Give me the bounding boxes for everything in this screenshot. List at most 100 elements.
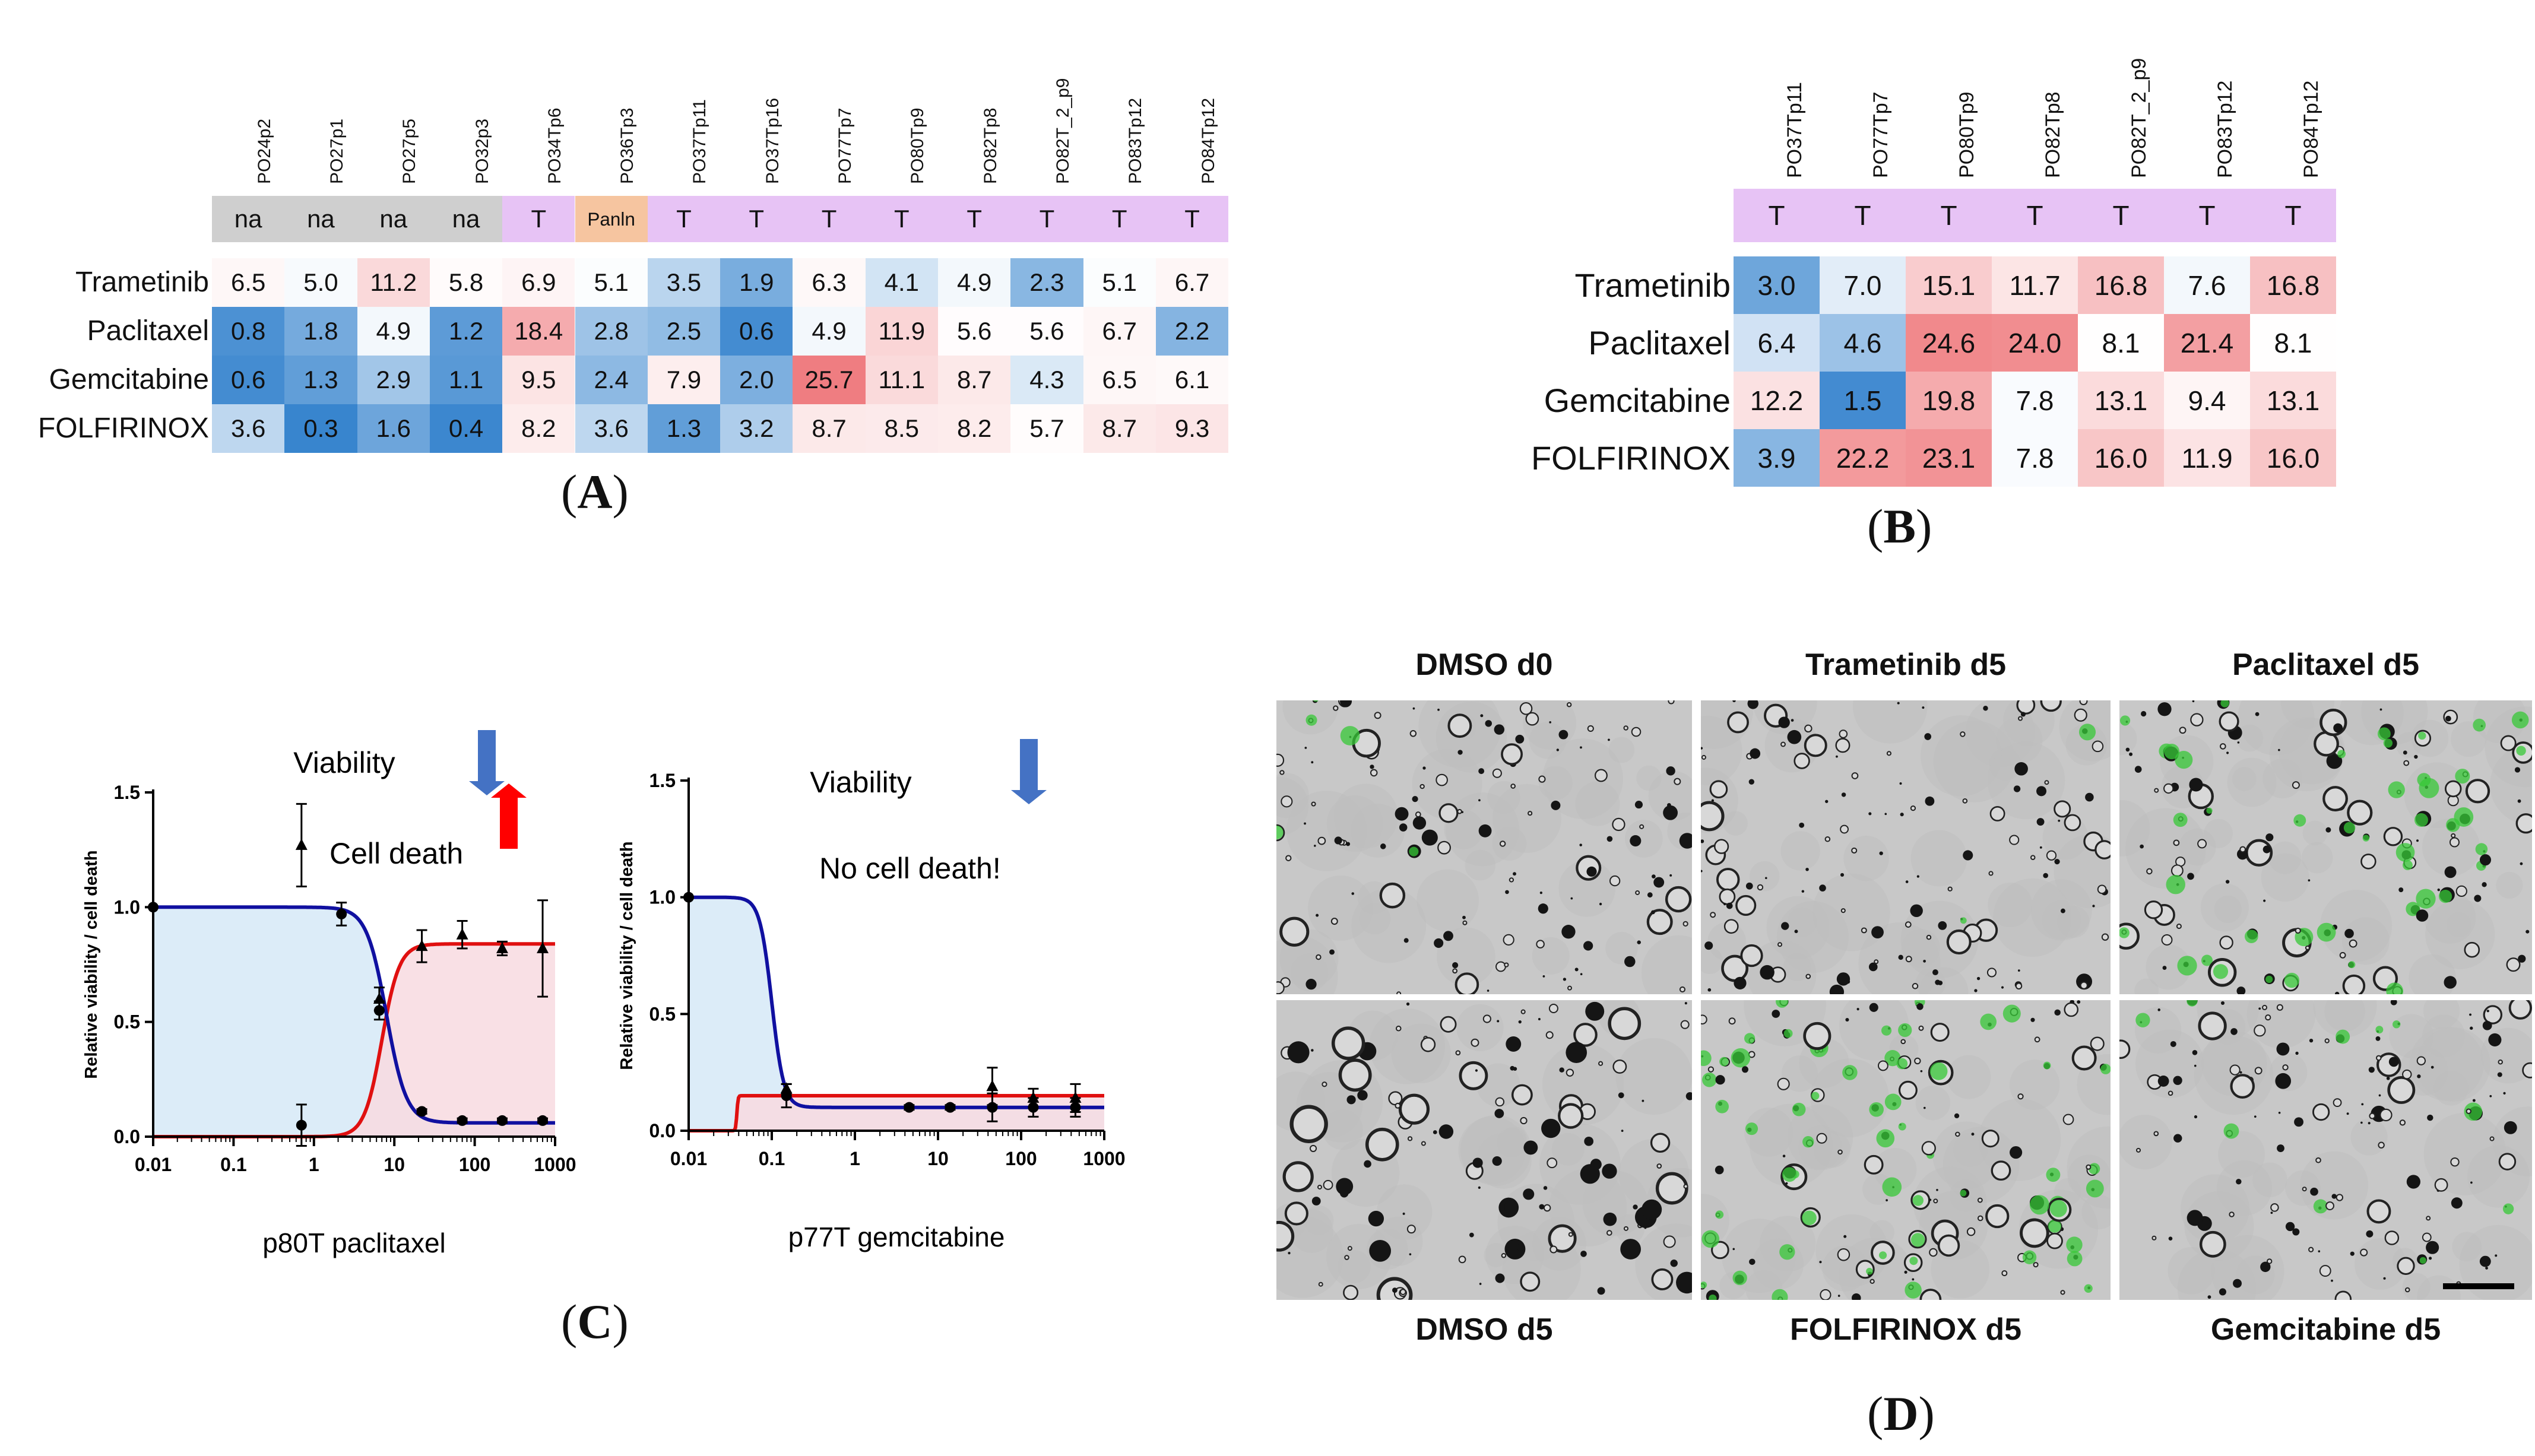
background-texture (1843, 835, 1889, 881)
drug-label: Gemcitabine (1544, 382, 1731, 419)
cell-debris (1782, 1154, 1786, 1157)
cell-debris (2482, 882, 2487, 887)
organoid (1323, 1179, 1333, 1190)
cell-debris (1750, 748, 1761, 759)
organoid (2146, 868, 2153, 875)
organoid (2219, 711, 2239, 732)
viability-point (336, 908, 347, 919)
cell-debris (1475, 1069, 1478, 1072)
organoid (1317, 1184, 1322, 1189)
organoid (1438, 803, 1459, 823)
green-stain-spot (2201, 954, 2213, 966)
organoid (1415, 811, 1421, 818)
organoid (2336, 1194, 2344, 1201)
green-stain-spot (1776, 1000, 1789, 1008)
down-arrow-icon (469, 730, 505, 795)
green-stain-spot (1842, 1065, 1858, 1080)
cell-debris (1781, 922, 1789, 930)
green-stain-spot (1980, 1013, 1997, 1030)
background-texture (1822, 1245, 1868, 1292)
background-texture (2417, 1275, 2461, 1300)
cell-debris (1324, 1130, 1326, 1133)
cell-debris (1443, 931, 1453, 941)
cell-debris (1364, 1160, 1371, 1168)
heatmap-cell: 8.7 (938, 356, 1011, 404)
background-texture (1781, 1055, 1818, 1092)
background-texture (2459, 1225, 2532, 1300)
cell-debris (1558, 729, 1568, 740)
organoid (1631, 727, 1642, 737)
heatmap-cell: 13.1 (2078, 372, 2164, 429)
organoid (2302, 1187, 2307, 1192)
organoid (1898, 1080, 1918, 1100)
heatmap-cell: 0.8 (212, 307, 285, 356)
organoid (2366, 1199, 2391, 1224)
green-stain-spot (1898, 1023, 1912, 1038)
cell-debris (1905, 880, 1909, 883)
cell-debris (1732, 1248, 1735, 1251)
organoid (1374, 712, 1381, 719)
cell-debris (2406, 1175, 2420, 1189)
green-stain-spot (2206, 807, 2213, 814)
organoid (2064, 1002, 2079, 1017)
cell-debris (1399, 823, 1408, 832)
cell-debris (1868, 812, 1872, 816)
background-texture (2146, 944, 2191, 990)
green-stain-spot (2416, 889, 2436, 909)
cell-debris (1495, 1273, 1505, 1283)
heatmap-cell: 5.6 (938, 307, 1011, 356)
heatmap-cell: 11.9 (2164, 429, 2250, 487)
organoid (1462, 920, 1468, 925)
cell-debris (2030, 1017, 2035, 1022)
x-tick-label: 10 (927, 1148, 949, 1169)
organoid (1501, 743, 1523, 766)
organoid (2498, 1153, 2517, 1170)
column-label: PO83Tp12 (2214, 80, 2237, 178)
cell-debris (1580, 973, 1583, 976)
organoid (1623, 1226, 1628, 1231)
y-tick-label: 1.5 (649, 770, 676, 791)
heatmap-cell: 23.1 (1906, 429, 1992, 487)
cell-debris (1836, 755, 1838, 758)
viability-point (416, 1106, 427, 1117)
green-stain-spot (1866, 1268, 1873, 1275)
organoid (2489, 1136, 2495, 1141)
cell-debris (1666, 766, 1675, 776)
cell-debris (1346, 842, 1351, 846)
cell-debris (1311, 1049, 1314, 1052)
organoid (1457, 808, 1462, 814)
green-stain-spot (2119, 715, 2131, 726)
organoid (1918, 1025, 1924, 1031)
cell-debris (2391, 1000, 2395, 1004)
x-tick-label: 100 (459, 1154, 490, 1175)
cell-debris (2140, 844, 2144, 849)
cell-debris (1478, 1186, 1481, 1189)
organoid (1740, 944, 1763, 968)
cell-debris (2219, 1288, 2226, 1296)
organoid (1966, 1227, 1976, 1236)
cell-debris (1563, 978, 1567, 981)
organoid (1276, 1220, 1295, 1252)
organoid (2229, 1064, 2241, 1076)
cell-debris (1412, 707, 1415, 710)
green-stain-spot (2084, 1284, 2093, 1293)
green-stain-spot (2220, 700, 2229, 708)
heatmap-cell: 3.9 (1734, 429, 1820, 487)
cell-debris (2479, 1255, 2491, 1267)
micrograph-dmso-d0 (1276, 700, 1692, 994)
heatmap-cell: 8.1 (2078, 314, 2164, 372)
cell-debris (1316, 913, 1319, 917)
cell-debris (2403, 750, 2407, 755)
heatmap-cell: 7.6 (2164, 256, 2250, 314)
cell-debris (1542, 975, 1545, 978)
column-label: PO82Tp8 (980, 107, 1000, 184)
cell-debris (1539, 1204, 1545, 1210)
organoid (1548, 1004, 1558, 1014)
organoid (1839, 729, 1848, 738)
cell-debris (2426, 1241, 2439, 1254)
organoid (2097, 884, 2107, 894)
cell-debris (1497, 1020, 1500, 1023)
heatmap-cell: 11.1 (865, 356, 938, 404)
organoid (1869, 1279, 1875, 1284)
organoid (2387, 1076, 2416, 1104)
